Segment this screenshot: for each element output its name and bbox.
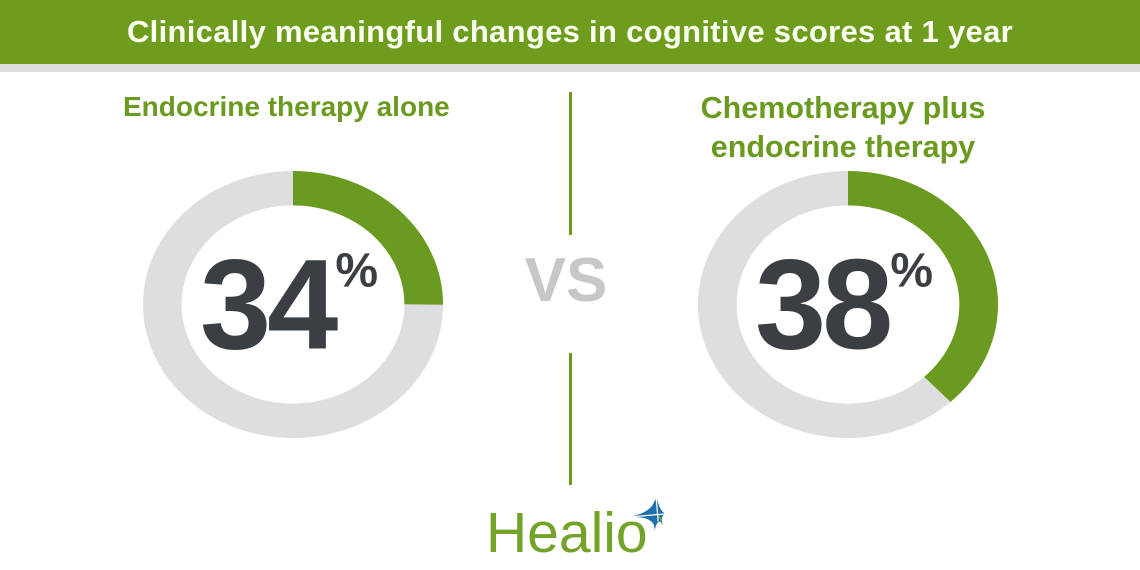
svg-text:Healio: Healio (486, 501, 648, 560)
